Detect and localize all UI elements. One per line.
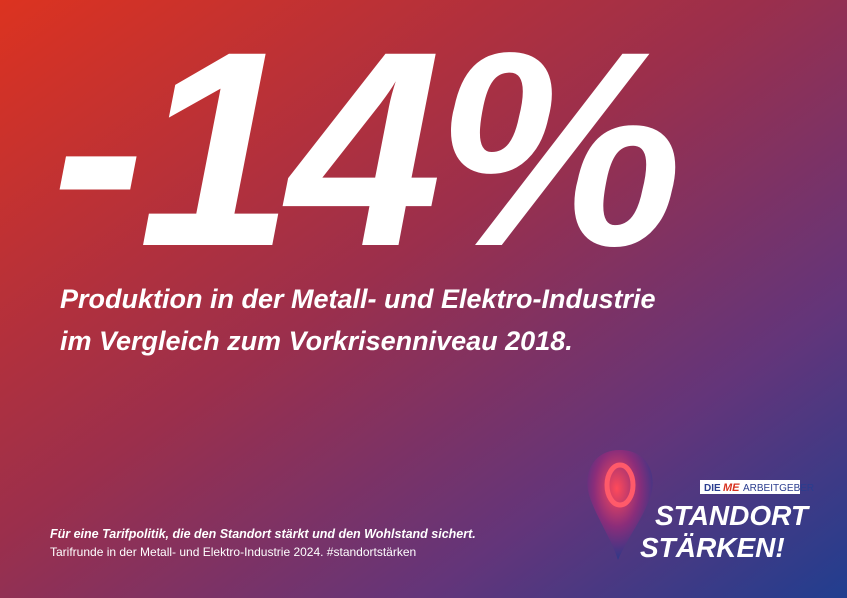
subtitle: Produktion in der Metall- und Elektro-In… [60, 284, 656, 356]
logo-prefix: DIE [704, 483, 721, 494]
logo-line: STÄRKEN! [640, 532, 785, 563]
logo: DIE ME ARBEITGEBER STANDORT STÄRKEN! [587, 450, 814, 563]
logo-badge [700, 480, 800, 494]
subtitle-line: im Vergleich zum Vorkrisenniveau 2018. [60, 326, 573, 356]
pin-ring [604, 462, 636, 508]
subtitle-line: Produktion in der Metall- und Elektro-In… [60, 284, 656, 314]
logo-line: STANDORT [655, 500, 811, 531]
footer-info: Tarifrunde in der Metall- und Elektro-In… [50, 545, 416, 559]
headline: -14% [52, 0, 679, 304]
logo-suffix: ARBEITGEBER [743, 483, 814, 494]
logo-brand: ME [723, 482, 740, 494]
footer-claim: Für eine Tarifpolitik, die den Standort … [50, 527, 476, 541]
